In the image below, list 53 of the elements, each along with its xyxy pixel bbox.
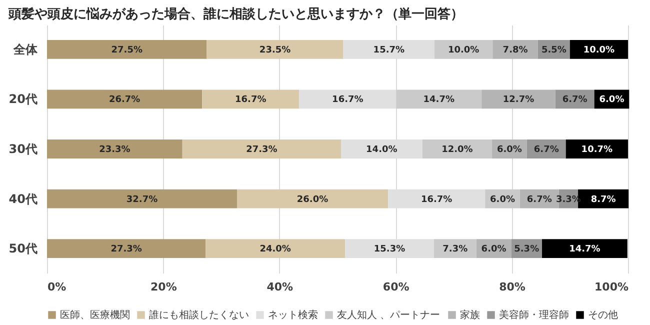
- text: 10.0%: [448, 45, 480, 56]
- legend-label: 医師、医療機関: [60, 309, 130, 321]
- text: 6.0%: [599, 95, 624, 106]
- text: 14.7%: [569, 244, 600, 255]
- text: 26.7%: [108, 95, 140, 106]
- text: 27.3%: [110, 244, 142, 255]
- text: 27.5%: [111, 45, 143, 56]
- text: 15.7%: [373, 45, 405, 56]
- x-tick-label: 0%: [48, 280, 66, 294]
- y-tick-label: 30代: [8, 142, 38, 156]
- text: 10.0%: [583, 45, 615, 56]
- text: 15.3%: [374, 244, 406, 255]
- chart-title: 頭髪や頭皮に悩みがあった場合、誰に相談したいと思いますか？（単一回答）: [7, 6, 464, 22]
- text: 6.7%: [534, 145, 559, 155]
- text: 32.7%: [126, 194, 158, 205]
- text: 16.7%: [235, 95, 266, 106]
- text: 23.5%: [259, 45, 291, 56]
- legend-label: 家族: [460, 309, 480, 321]
- text: 14.0%: [366, 145, 398, 155]
- text: 8.7%: [590, 194, 616, 205]
- text: 5.5%: [541, 45, 566, 56]
- text: 27.3%: [246, 145, 278, 155]
- text: 12.7%: [502, 95, 534, 106]
- text: 5.3%: [514, 244, 540, 255]
- legend-label: ネット検索: [268, 309, 318, 321]
- text: 16.7%: [332, 95, 364, 106]
- legend-label: 友人知人 、パートナー: [337, 309, 440, 321]
- text: 10.7%: [581, 145, 613, 155]
- text: 6.7%: [526, 194, 552, 205]
- text: 24.0%: [260, 244, 291, 255]
- text: 6.0%: [490, 194, 515, 205]
- y-tick-label: 全体: [12, 42, 38, 56]
- text: 26.0%: [296, 194, 328, 205]
- text: 6.0%: [496, 145, 522, 155]
- x-tick-label: 60%: [382, 280, 410, 294]
- text: 6.7%: [562, 95, 588, 106]
- legend-label: 誰にも相談したくない: [149, 309, 249, 321]
- legend-label: 美容師・理容師: [499, 309, 569, 321]
- text: 23.3%: [99, 145, 130, 155]
- y-tick-label: 40代: [8, 192, 38, 206]
- x-tick-label: 80%: [499, 280, 526, 294]
- text: 7.3%: [442, 244, 468, 255]
- text: 12.0%: [442, 145, 473, 155]
- y-tick-label: 50代: [8, 242, 38, 256]
- x-tick-label: 40%: [266, 280, 294, 294]
- x-tick-label: 20%: [150, 280, 177, 294]
- text: 14.7%: [423, 95, 454, 106]
- text: 7.8%: [502, 45, 528, 56]
- text: 16.7%: [420, 194, 452, 205]
- x-tick-label: 100%: [594, 280, 628, 294]
- legend-label: その他: [588, 309, 618, 321]
- text: 6.0%: [481, 244, 506, 255]
- y-tick-label: 20代: [8, 92, 38, 106]
